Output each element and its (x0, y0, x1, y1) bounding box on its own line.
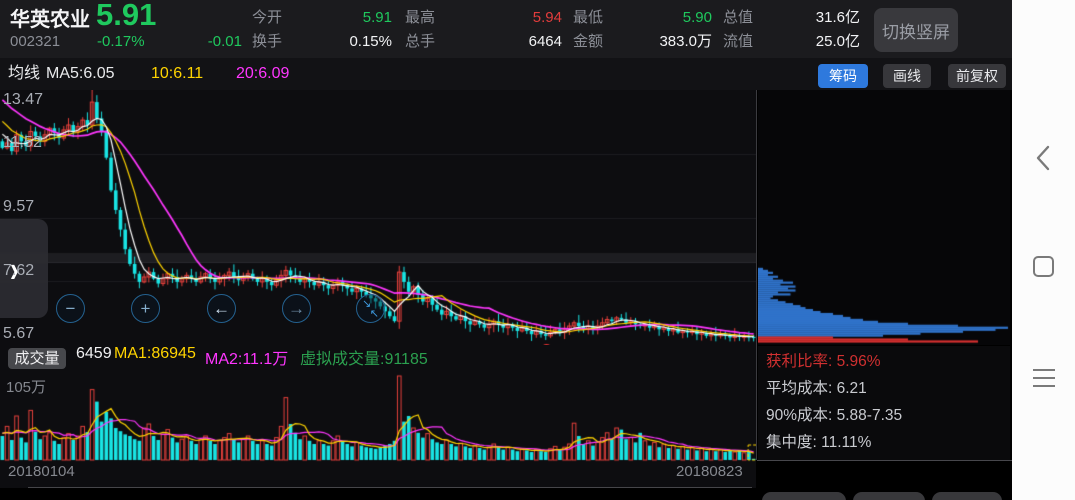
stat-open-value: 5.91 (362, 9, 392, 26)
panel-divider (756, 90, 757, 460)
home-icon[interactable] (1033, 256, 1054, 277)
volume-last-value: 6459 (76, 345, 112, 362)
stat-float-cap-value: 25.0亿 (815, 33, 860, 50)
current-price: 5.91 (96, 0, 157, 32)
info-panel-divider (757, 460, 1012, 461)
stat-amount-value: 383.0万 (659, 33, 712, 50)
chip-distribution-canvas (758, 90, 1010, 345)
draw-line-button[interactable]: 画线 (883, 64, 931, 88)
volume-ma2-readout: MA2:11.1万 (205, 351, 289, 368)
stat-open-label: 今开 (252, 9, 283, 26)
stat-float-cap: 流值 25.0亿 (723, 32, 860, 52)
zoom-out-button[interactable]: − (56, 294, 85, 323)
stat-market-cap: 总值 31.6亿 (723, 8, 860, 28)
minus-icon: − (65, 298, 76, 318)
stat-low-value: 5.90 (682, 9, 712, 26)
bottom-sheet-button-1[interactable] (762, 492, 846, 500)
stat-total-lots-label: 总手 (405, 33, 436, 50)
bottom-sheet-button-2[interactable] (853, 492, 925, 500)
stat-turnover-value: 0.15% (349, 33, 392, 50)
stat-total-lots-value: 6464 (528, 33, 562, 50)
price-axis-label-4: 7.62 (3, 262, 35, 279)
stat-high-value: 5.94 (532, 9, 562, 26)
ma20-readout: 20:6.09 (236, 65, 290, 82)
rotate-screen-button[interactable]: 切换竖屏 (874, 8, 958, 52)
stat-open: 今开 5.91 (252, 8, 392, 28)
bottom-scroll-track (28, 487, 752, 488)
chip-stats-panel: 获利比率: 5.96% 平均成本: 6.21 90%成本: 5.88-7.35 … (758, 346, 1010, 460)
ma-toolbar: 均线 MA5:6.05 10:6.11 20:6.09 筹码 画线 前复权 (0, 58, 1012, 90)
average-cost-text: 平均成本: 6.21 (766, 380, 867, 397)
stat-low-label: 最低 (573, 9, 604, 26)
pan-right-button[interactable]: → (282, 294, 311, 323)
stat-turnover-label: 换手 (252, 33, 283, 50)
stat-total-lots: 总手 6464 (405, 32, 562, 52)
date-start-label: 20180104 (8, 463, 75, 480)
date-end-label: 20180823 (676, 463, 743, 480)
stat-amount-label: 金额 (573, 33, 604, 50)
stat-amount: 金额 383.0万 (573, 32, 712, 52)
zoom-in-button[interactable]: + (131, 294, 160, 323)
change-percent: -0.17% (97, 33, 145, 50)
pan-left-button[interactable]: ← (207, 294, 236, 323)
arrow-right-icon: → (288, 298, 305, 318)
price-axis-label-1: 13.47 (3, 91, 44, 108)
arrow-left-icon: ← (213, 298, 230, 318)
plus-icon: + (140, 298, 151, 318)
volume-bars-canvas[interactable] (0, 372, 756, 462)
side-drawer-handle[interactable]: › (0, 219, 48, 318)
stat-high: 最高 5.94 (405, 8, 562, 28)
recent-apps-menu-icon[interactable] (1033, 369, 1055, 392)
change-value: -0.01 (207, 33, 242, 50)
stock-header-bar: 华英农业 002321 5.91 -0.17% -0.01 今开 5.91 最高… (0, 0, 1012, 58)
price-axis-label-3: 9.57 (3, 198, 35, 215)
volume-indicator-button[interactable]: 成交量 (8, 348, 66, 369)
collapse-arrows-icon: ↘ ↖ (362, 298, 379, 320)
cost-range-90-text: 90%成本: 5.88-7.35 (766, 407, 903, 424)
collapse-chart-button[interactable]: ↘ ↖ (356, 294, 385, 323)
volume-ma1-readout: MA1:86945 (114, 345, 196, 362)
stock-name: 华英农业 (10, 9, 90, 31)
profit-ratio-text: 获利比率: 5.96% (766, 353, 881, 370)
stat-market-cap-value: 31.6亿 (815, 9, 860, 26)
stat-float-cap-label: 流值 (723, 33, 754, 50)
volume-axis-max-label: 105万 (6, 379, 47, 396)
android-nav-bar (1012, 0, 1075, 500)
stat-turnover: 换手 0.15% (252, 32, 392, 52)
chevron-right-icon: › (10, 247, 19, 290)
price-axis-label-2: 11.52 (3, 134, 42, 151)
concentration-text: 集中度: 11.11% (766, 434, 872, 451)
price-axis-label-5: 5.67 (3, 325, 35, 342)
stat-low: 最低 5.90 (573, 8, 712, 28)
virtual-volume-readout: 虚拟成交量:91185 (300, 351, 428, 368)
back-icon[interactable] (1032, 144, 1056, 172)
chip-distribution-toggle-button[interactable]: 筹码 (818, 64, 868, 88)
stock-code: 002321 (10, 33, 61, 50)
forward-adjust-button[interactable]: 前复权 (948, 64, 1006, 88)
bottom-sheet-button-3[interactable] (932, 492, 1002, 500)
stat-high-label: 最高 (405, 9, 436, 26)
ma5-readout: MA5:6.05 (46, 65, 115, 82)
ma-group-label: 均线 (8, 65, 41, 82)
stat-market-cap-label: 总值 (723, 9, 754, 26)
ma10-readout: 10:6.11 (151, 65, 204, 82)
